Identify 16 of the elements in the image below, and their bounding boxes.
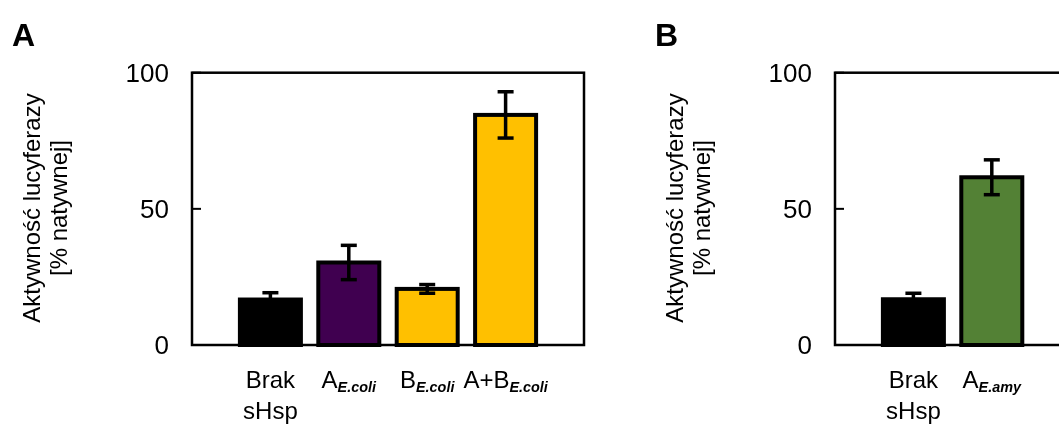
x-tick-label: A$_{E.amy}$ xyxy=(962,366,1022,396)
x-tick-label: Brak sHsp xyxy=(243,366,298,424)
chart-title: B xyxy=(655,17,679,53)
y-tick-label: 100 xyxy=(768,57,812,88)
x-tick-label: A$_{E.coli}$ xyxy=(321,366,377,396)
y-tick-label: 50 xyxy=(783,193,812,224)
x-tick-label: A+B$_{E.coli}$ xyxy=(463,366,549,396)
y-axis-title: Aktywność lucyferazy [% natywnej] xyxy=(661,93,715,323)
y-tick-label: 0 xyxy=(154,330,169,360)
x-tick-label: Brak sHsp xyxy=(886,366,941,424)
chart-title: A xyxy=(12,17,36,53)
y-tick-label: 100 xyxy=(125,57,169,88)
y-tick-label: 50 xyxy=(140,193,169,224)
x-tick-label: B$_{E.coli}$ xyxy=(400,366,456,396)
y-axis-title: Aktywność lucyferazy [% natywnej] xyxy=(18,93,72,323)
y-tick-label: 0 xyxy=(797,330,812,360)
